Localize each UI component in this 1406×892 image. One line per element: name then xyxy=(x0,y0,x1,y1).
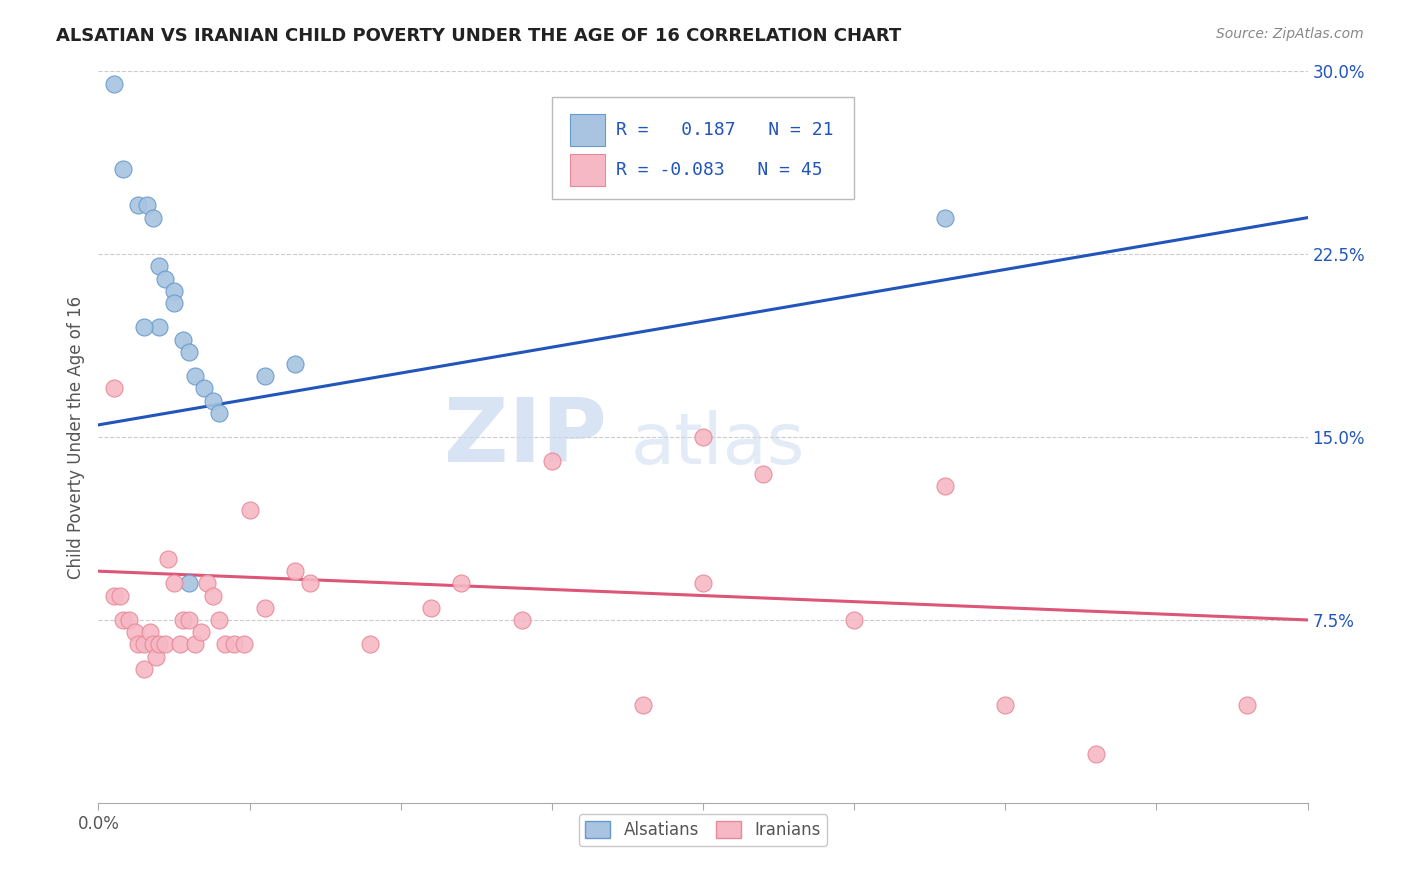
Point xyxy=(179,344,201,359)
Point xyxy=(184,637,207,651)
Point xyxy=(111,613,134,627)
FancyBboxPatch shape xyxy=(569,114,605,146)
Point xyxy=(132,637,155,651)
Point xyxy=(510,613,533,627)
Point xyxy=(124,625,146,640)
Point xyxy=(253,369,276,384)
Point xyxy=(148,637,170,651)
Point xyxy=(202,589,225,603)
Point xyxy=(844,613,866,627)
FancyBboxPatch shape xyxy=(569,154,605,186)
Point xyxy=(450,576,472,591)
Point xyxy=(153,271,176,285)
Point xyxy=(139,625,162,640)
Point xyxy=(420,600,443,615)
Point xyxy=(127,637,149,651)
Point xyxy=(195,576,218,591)
Text: ZIP: ZIP xyxy=(443,393,606,481)
Point xyxy=(299,576,322,591)
Point xyxy=(284,357,307,371)
Text: ALSATIAN VS IRANIAN CHILD POVERTY UNDER THE AGE OF 16 CORRELATION CHART: ALSATIAN VS IRANIAN CHILD POVERTY UNDER … xyxy=(56,27,901,45)
Point xyxy=(208,613,231,627)
Point xyxy=(540,454,562,468)
Point xyxy=(142,211,165,225)
Point xyxy=(148,260,170,274)
Point xyxy=(172,333,194,347)
Point xyxy=(692,430,714,444)
Point xyxy=(172,613,194,627)
Point xyxy=(214,637,236,651)
Point xyxy=(752,467,775,481)
Point xyxy=(163,296,186,310)
Point xyxy=(1085,747,1108,761)
Point xyxy=(1236,698,1258,713)
Point xyxy=(169,637,191,651)
Point xyxy=(145,649,167,664)
Point xyxy=(184,369,207,384)
Point xyxy=(284,564,307,578)
Point xyxy=(103,77,125,91)
Point xyxy=(692,576,714,591)
Point xyxy=(253,600,276,615)
Point xyxy=(156,552,179,566)
Point xyxy=(163,284,186,298)
Legend: Alsatians, Iranians: Alsatians, Iranians xyxy=(579,814,827,846)
Point xyxy=(132,662,155,676)
Point xyxy=(179,576,201,591)
Text: Source: ZipAtlas.com: Source: ZipAtlas.com xyxy=(1216,27,1364,41)
Point xyxy=(135,198,157,212)
Text: R =   0.187   N = 21: R = 0.187 N = 21 xyxy=(616,121,834,139)
Point xyxy=(118,613,141,627)
Point xyxy=(127,198,149,212)
Point xyxy=(193,381,215,395)
Point xyxy=(108,589,131,603)
Point xyxy=(163,576,186,591)
Point xyxy=(631,698,654,713)
Point xyxy=(208,406,231,420)
Point xyxy=(232,637,254,651)
Point xyxy=(103,381,125,395)
Point xyxy=(360,637,382,651)
Point xyxy=(148,320,170,334)
Point xyxy=(994,698,1017,713)
Point xyxy=(202,393,225,408)
Point xyxy=(132,320,155,334)
Point xyxy=(142,637,165,651)
Point xyxy=(179,613,201,627)
Point xyxy=(224,637,246,651)
Point xyxy=(111,161,134,176)
Point xyxy=(934,211,956,225)
Point xyxy=(190,625,212,640)
Point xyxy=(239,503,262,517)
Point xyxy=(934,479,956,493)
Text: R = -0.083   N = 45: R = -0.083 N = 45 xyxy=(616,161,823,179)
Point xyxy=(103,589,125,603)
Point xyxy=(153,637,176,651)
FancyBboxPatch shape xyxy=(551,97,855,200)
Y-axis label: Child Poverty Under the Age of 16: Child Poverty Under the Age of 16 xyxy=(66,295,84,579)
Text: atlas: atlas xyxy=(630,410,804,479)
